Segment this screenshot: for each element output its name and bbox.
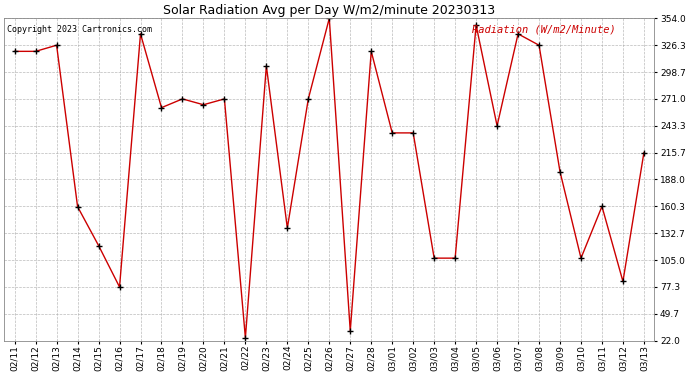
Title: Solar Radiation Avg per Day W/m2/minute 20230313: Solar Radiation Avg per Day W/m2/minute … [164, 4, 495, 17]
Text: Radiation (W/m2/Minute): Radiation (W/m2/Minute) [473, 25, 616, 35]
Text: Copyright 2023 Cartronics.com: Copyright 2023 Cartronics.com [8, 25, 152, 34]
